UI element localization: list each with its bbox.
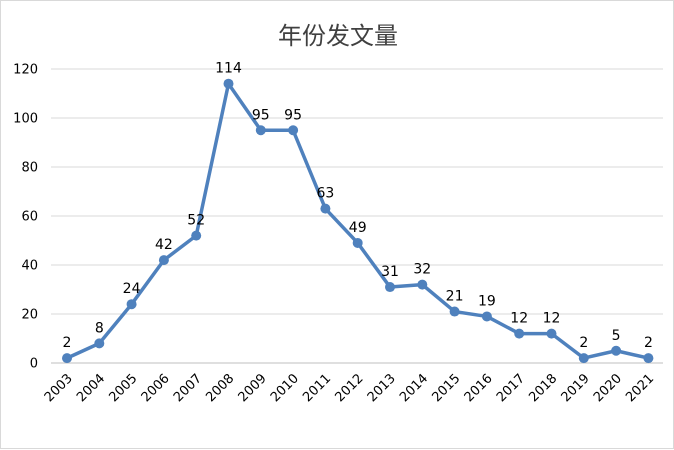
x-tick-label: 2007 — [171, 371, 205, 405]
data-label: 52 — [187, 213, 205, 229]
data-label: 95 — [284, 107, 302, 123]
data-label: 32 — [413, 262, 431, 278]
data-point — [320, 203, 331, 214]
data-point — [417, 279, 428, 290]
x-tick-label: 2015 — [429, 371, 463, 405]
data-label: 5 — [612, 328, 621, 344]
x-tick-label: 2009 — [236, 371, 270, 405]
y-tick-label: 100 — [13, 112, 38, 127]
data-point — [546, 328, 557, 339]
data-point — [288, 125, 299, 136]
x-tick-label: 2012 — [333, 371, 367, 405]
x-tick-label: 2018 — [526, 371, 560, 405]
data-point — [94, 338, 105, 349]
data-label: 95 — [252, 107, 270, 123]
x-tick-label: 2010 — [268, 371, 302, 405]
data-label: 2 — [63, 335, 72, 351]
gridlines — [51, 68, 663, 364]
x-tick-label: 2014 — [397, 371, 431, 405]
data-point — [126, 299, 137, 310]
data-label: 31 — [381, 264, 399, 280]
data-label: 21 — [446, 289, 464, 305]
y-tick-label: 20 — [21, 308, 38, 323]
chart-title: 年份发文量 — [278, 22, 398, 50]
data-label: 12 — [543, 311, 561, 327]
x-tick-label: 2004 — [74, 371, 108, 405]
x-tick-label: 2016 — [462, 371, 496, 405]
y-axis-ticks: 0 20 40 60 80 100 120 — [13, 63, 38, 372]
data-label: 49 — [349, 220, 367, 236]
y-tick-label: 80 — [21, 161, 38, 176]
data-label: 24 — [123, 281, 141, 297]
data-point — [62, 353, 72, 364]
y-tick-label: 60 — [21, 210, 38, 225]
x-tick-label: 2008 — [203, 371, 237, 405]
data-label: 2 — [579, 335, 588, 351]
data-label: 63 — [316, 186, 334, 202]
data-point — [352, 237, 363, 248]
data-point — [449, 306, 460, 317]
x-tick-label: 2013 — [365, 371, 399, 405]
data-point — [385, 282, 395, 293]
y-tick-label: 120 — [13, 63, 38, 78]
x-tick-label: 2003 — [42, 371, 76, 405]
y-tick-label: 40 — [21, 259, 38, 274]
x-tick-label: 2006 — [139, 371, 173, 405]
y-tick-label: 0 — [30, 357, 38, 372]
data-point — [255, 125, 266, 136]
x-tick-label: 2017 — [494, 371, 528, 405]
x-tick-label: 2021 — [623, 371, 657, 405]
data-point — [578, 353, 589, 364]
x-axis-ticks: 2003200420052006200720082009201020112012… — [42, 371, 657, 405]
data-point — [611, 345, 622, 356]
x-tick-label: 2019 — [559, 371, 593, 405]
data-point — [643, 353, 654, 364]
x-tick-label: 2005 — [106, 371, 140, 405]
data-label: 8 — [95, 320, 104, 336]
data-label: 19 — [478, 293, 496, 309]
data-points — [62, 78, 654, 364]
data-label: 42 — [155, 237, 173, 253]
data-point — [223, 78, 234, 89]
data-point — [158, 255, 169, 266]
x-tick-label: 2020 — [591, 371, 625, 405]
data-point — [481, 311, 492, 322]
data-label: 114 — [215, 61, 242, 77]
data-label: 2 — [644, 335, 653, 351]
data-point — [191, 230, 202, 241]
data-label: 12 — [510, 311, 528, 327]
x-tick-label: 2011 — [300, 371, 334, 405]
data-point — [514, 328, 525, 339]
